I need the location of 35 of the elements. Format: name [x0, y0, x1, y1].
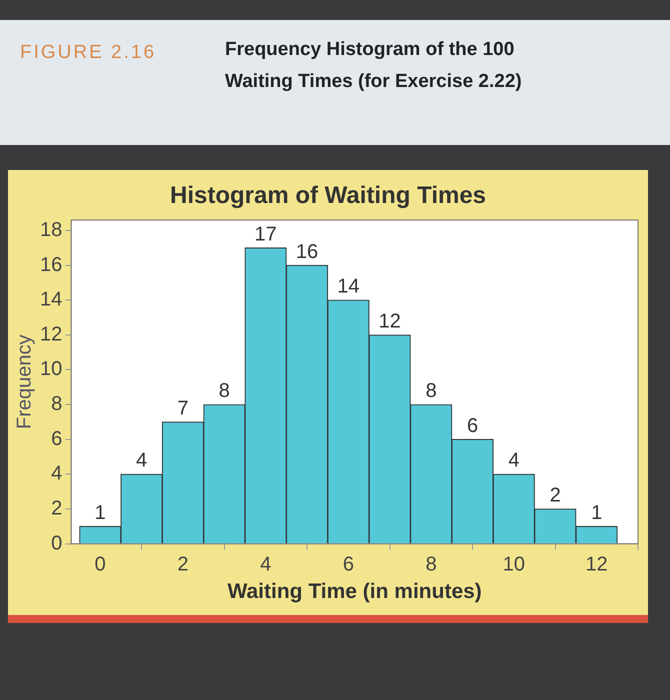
y-tick-label: 16	[40, 254, 62, 276]
y-tick-label: 18	[40, 218, 62, 241]
y-tick-label: 12	[40, 323, 62, 346]
data-label: 12	[378, 310, 401, 332]
x-tick-label: 12	[586, 553, 608, 576]
x-tick-label: 10	[502, 553, 526, 576]
data-label: 6	[466, 414, 478, 437]
y-tick-label: 6	[51, 428, 62, 450]
data-label: 2	[550, 484, 561, 506]
caption: FIGURE 2.16	[19, 41, 158, 65]
y-tick-label: 4	[51, 462, 62, 485]
x-tick-label: 0	[94, 553, 106, 576]
data-label: 8	[426, 380, 437, 402]
y-tick-label: 0	[51, 532, 62, 554]
chart-title: Histogram of Waiting Times	[168, 182, 488, 210]
chart-subtitle: Frequency Histogram of the 100 Waiting Times (for Exercise 2.22)	[225, 38, 523, 94]
data-label: 1	[591, 502, 602, 524]
y-tick-label: 2	[51, 498, 62, 520]
y-axis-title: Frequency	[14, 334, 36, 430]
y-tick-label: 10	[40, 358, 62, 380]
data-label: 14	[337, 276, 360, 298]
data-label: 8	[218, 380, 230, 402]
y-tick-label: 14	[40, 288, 62, 311]
y-tick-label: 8	[51, 393, 62, 416]
data-label: 16	[296, 240, 318, 263]
data-label: 4	[136, 450, 148, 472]
x-tick-label: 8	[426, 553, 437, 576]
x-axis-title: Waiting Time (in minutes)	[227, 580, 482, 604]
data-label: 1	[94, 502, 106, 524]
data-label: 4	[508, 450, 520, 472]
x-tick-label: 2	[177, 553, 189, 576]
x-tick-label: 6	[342, 553, 354, 576]
x-tick-label: 4	[260, 553, 272, 576]
data-label: 17	[254, 223, 277, 246]
data-label: 7	[177, 397, 189, 420]
